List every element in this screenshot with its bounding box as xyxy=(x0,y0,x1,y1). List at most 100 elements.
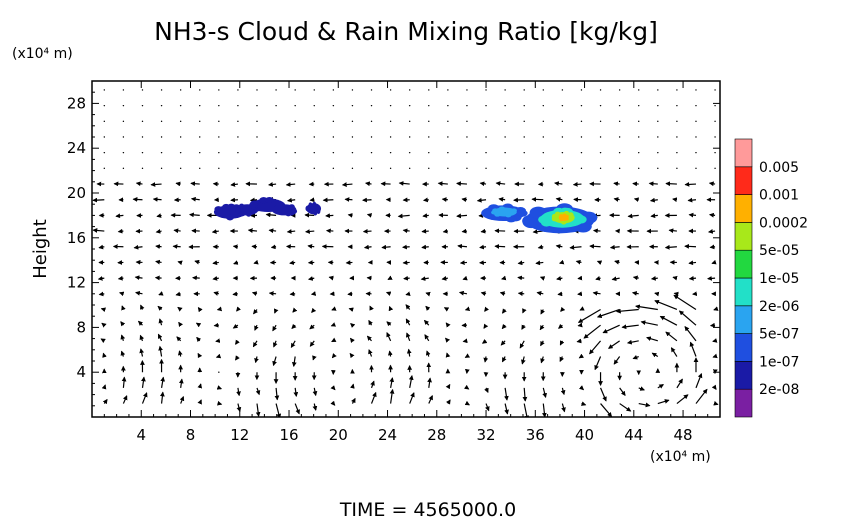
wind-vector xyxy=(443,307,450,312)
wind-vector xyxy=(325,228,334,234)
wind-vector xyxy=(291,356,297,368)
x-tick-label: 36 xyxy=(526,426,545,444)
wind-vector xyxy=(212,276,219,281)
wind-vector xyxy=(100,338,106,344)
wind-vector xyxy=(141,104,144,107)
wind-vector xyxy=(285,182,296,187)
wind-vector xyxy=(366,335,372,342)
wind-vector xyxy=(676,151,678,154)
wind-vector xyxy=(388,305,394,312)
wind-vector xyxy=(580,120,583,123)
wind-vector xyxy=(157,333,163,342)
wind-vector xyxy=(654,291,660,297)
wind-vector xyxy=(539,324,545,331)
wind-vector xyxy=(405,291,411,297)
cloud-fragment xyxy=(214,206,223,213)
wind-vector xyxy=(351,89,354,91)
wind-vector xyxy=(600,403,613,417)
wind-vector xyxy=(189,212,200,218)
wind-vector xyxy=(237,104,239,107)
wind-vector xyxy=(657,89,659,91)
wind-vector xyxy=(425,305,431,311)
wind-vector xyxy=(714,151,716,154)
wind-vector xyxy=(589,340,602,355)
wind-vector xyxy=(141,167,144,170)
wind-vector xyxy=(672,197,678,203)
wind-vector xyxy=(398,181,410,186)
wind-vector xyxy=(139,334,145,342)
wind-vector xyxy=(292,307,298,313)
wind-vector xyxy=(442,228,448,234)
colorbar-label: 5e-05 xyxy=(759,243,799,259)
wind-vector xyxy=(252,340,258,348)
wind-vector xyxy=(466,120,468,123)
wind-vector xyxy=(122,136,125,138)
cloud-fragment xyxy=(288,204,295,210)
wind-vector xyxy=(122,151,125,154)
wind-vector xyxy=(177,350,183,357)
wind-vector xyxy=(649,197,658,203)
wind-vector xyxy=(232,244,238,250)
wind-vector xyxy=(160,136,163,138)
wind-vector xyxy=(351,136,354,138)
colorbar-swatch xyxy=(734,277,753,307)
wind-vector xyxy=(121,376,127,388)
wind-vector xyxy=(332,136,335,138)
wind-vector xyxy=(714,89,716,91)
wind-vector xyxy=(294,167,296,170)
colorbar-swatch xyxy=(734,222,753,251)
wind-vector xyxy=(160,376,166,388)
wind-vector xyxy=(599,151,602,154)
wind-vector xyxy=(611,276,620,282)
wind-vector xyxy=(561,89,564,91)
wind-vector xyxy=(626,339,639,345)
wind-vector xyxy=(599,120,602,123)
wind-vector xyxy=(350,337,355,343)
wind-vector xyxy=(537,244,544,250)
cloud-fragment xyxy=(265,196,274,203)
wind-vector xyxy=(155,259,162,265)
wind-vector xyxy=(596,308,620,318)
wind-vector xyxy=(403,275,410,281)
wind-vector xyxy=(305,229,315,234)
wind-vector xyxy=(92,197,105,203)
wind-vector xyxy=(523,151,525,154)
wind-vector xyxy=(640,320,658,326)
wind-vector xyxy=(638,386,645,391)
wind-vector xyxy=(275,167,277,170)
wind-vector xyxy=(445,337,450,343)
cloud-fragment xyxy=(492,208,499,213)
wind-vector xyxy=(614,259,620,265)
wind-vector xyxy=(559,356,564,363)
wind-vector xyxy=(370,120,373,123)
wind-vector xyxy=(152,196,162,202)
wind-vector xyxy=(119,291,125,297)
wind-vector xyxy=(707,275,716,281)
wind-vector xyxy=(631,291,639,296)
wind-vector xyxy=(195,322,202,328)
wind-vector xyxy=(558,323,564,329)
wind-vector xyxy=(256,136,258,138)
wind-vector xyxy=(447,104,449,107)
wind-vector xyxy=(501,323,507,330)
wind-vector xyxy=(638,120,640,123)
wind-vector xyxy=(122,167,125,170)
wind-vector xyxy=(190,196,200,202)
cloud-fragment xyxy=(288,210,295,216)
wind-vector xyxy=(577,308,601,323)
wind-vector xyxy=(287,197,296,203)
wind-vector xyxy=(275,136,277,138)
wind-vector xyxy=(370,391,377,404)
wind-vector xyxy=(405,332,411,342)
wind-vector xyxy=(408,151,411,154)
wind-vector xyxy=(618,104,621,107)
wind-vector xyxy=(695,120,697,123)
wind-vector xyxy=(230,182,239,187)
wind-vector xyxy=(479,181,487,187)
colorbar-label: 1e-05 xyxy=(759,271,799,287)
wind-vector xyxy=(160,120,163,123)
wind-vector xyxy=(177,260,183,266)
x-tick-label: 44 xyxy=(624,426,643,444)
y-tick-label: 4 xyxy=(76,363,86,381)
wind-vector xyxy=(289,291,296,297)
